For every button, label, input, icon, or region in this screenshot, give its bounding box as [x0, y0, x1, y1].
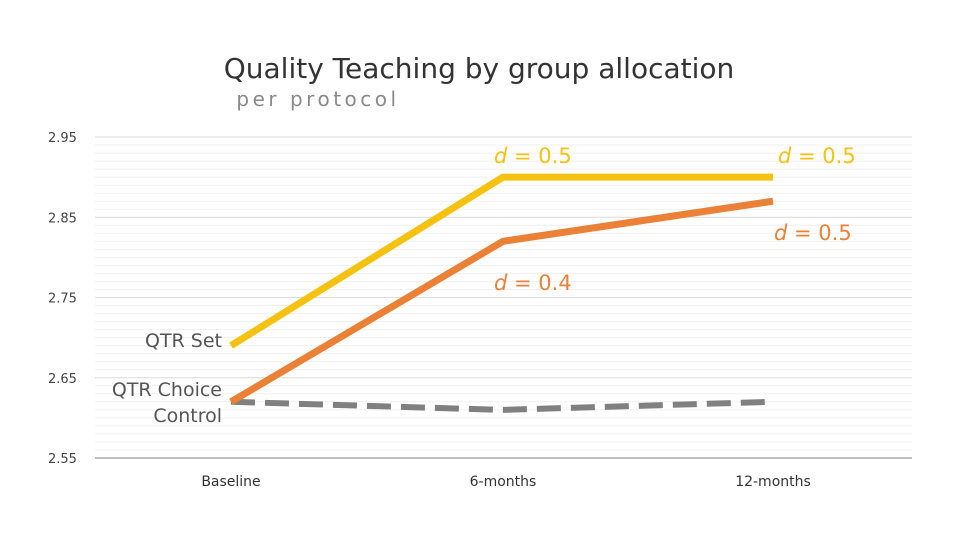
- effect-size-annotations: d = 0.5 d = 0.5 d = 0.4 d = 0.5: [494, 144, 856, 295]
- series-name-label: QTR Set: [145, 330, 222, 352]
- x-tick-label: 12-months: [735, 474, 811, 490]
- series-line-qtr-set: [229, 173, 773, 349]
- x-axis: Baseline 6-months 12-months: [95, 457, 912, 490]
- gridlines: [95, 136, 912, 459]
- x-tick-label: 6-months: [470, 474, 537, 490]
- y-tick-label: 2.55: [48, 452, 77, 467]
- chart-title: Quality Teaching by group allocation: [224, 52, 735, 85]
- y-tick-label: 2.75: [48, 292, 77, 307]
- series-line-control: [230, 398, 774, 413]
- effect-size-label: d = 0.4: [494, 271, 572, 295]
- series-name-label: Control: [153, 405, 222, 427]
- x-tick-label: Baseline: [201, 474, 260, 490]
- y-tick-label: 2.65: [48, 372, 77, 387]
- series-name-label: QTR Choice: [112, 379, 222, 401]
- series-line-qtr-choice: [229, 197, 774, 405]
- series-lines: [229, 173, 774, 413]
- series-labels: QTR Set QTR Choice Control: [112, 330, 222, 427]
- chart-subtitle: per protocol: [236, 87, 399, 111]
- y-axis: 2.55 2.65 2.75 2.85 2.95: [48, 131, 77, 467]
- effect-size-label: d = 0.5: [774, 221, 852, 245]
- y-tick-label: 2.95: [48, 131, 77, 146]
- y-tick-label: 2.85: [48, 211, 77, 226]
- effect-size-label: d = 0.5: [778, 144, 856, 168]
- effect-size-label: d = 0.5: [494, 144, 572, 168]
